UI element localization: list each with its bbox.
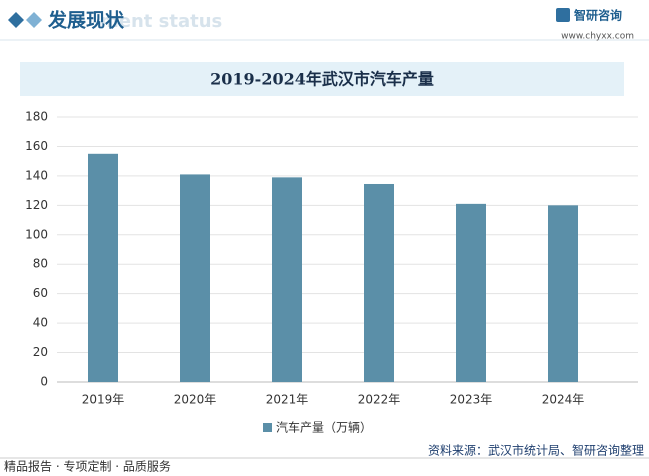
y-tick-label: 160 [25,139,48,153]
source: 资料来源：武汉市统计局、智研咨询整理 [428,443,644,458]
bar [364,183,394,382]
x-tick-label: 2019年 [82,393,125,407]
diamond-icon [26,12,42,28]
y-tick-label: 180 [25,110,48,124]
title-bar [20,62,624,96]
y-tick-label: 100 [25,227,48,241]
header-title: 发展现状 [47,9,125,32]
y-tick-label: 20 [33,345,48,359]
y-tick-label: 40 [33,316,48,330]
bar [548,205,578,382]
x-tick-label: 2022年 [358,393,401,407]
logo-icon [556,8,570,22]
diamond-icon [8,12,24,28]
bar [88,153,118,382]
bar [180,174,210,382]
x-tick-label: 2023年 [450,393,493,407]
y-tick-label: 120 [25,198,48,212]
y-tick-label: 0 [40,375,48,389]
chart-title: 2019-2024年武汉市汽车产量 [210,70,434,89]
x-tick-label: 2020年 [174,393,217,407]
legend-swatch [263,423,272,432]
bar [456,203,486,382]
y-tick-label: 60 [33,286,48,300]
slogan: 精品报告 · 专项定制 · 品质服务 [4,459,171,474]
x-tick-label: 2021年 [266,393,309,407]
website: www.chyxx.com [561,32,634,42]
legend-label: 汽车产量（万辆） [276,420,372,435]
header-subtitle: ment status [100,11,222,32]
y-tick-label: 80 [33,257,48,271]
brand: 智研咨询 [573,8,622,23]
x-tick-label: 2024年 [542,393,585,407]
bar [272,177,302,382]
y-tick-label: 140 [25,168,48,182]
